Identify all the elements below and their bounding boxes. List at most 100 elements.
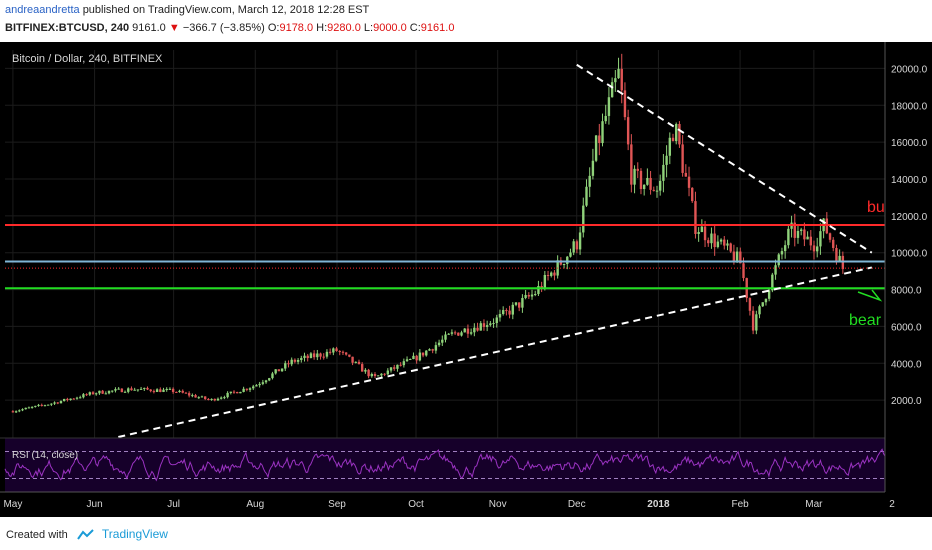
candle-body bbox=[470, 332, 472, 333]
candle-body bbox=[217, 399, 219, 401]
candle-body bbox=[502, 310, 504, 314]
candle-body bbox=[544, 275, 546, 288]
candle-body bbox=[207, 399, 209, 400]
candle-body bbox=[582, 206, 584, 233]
candle-body bbox=[550, 273, 552, 276]
tradingview-logo-icon bbox=[77, 529, 95, 541]
candle-body bbox=[85, 394, 87, 395]
candle-body bbox=[653, 190, 655, 191]
candle-body bbox=[185, 393, 187, 394]
candle-body bbox=[656, 191, 658, 192]
candle-body bbox=[630, 144, 632, 184]
candle-body bbox=[223, 397, 225, 398]
candle-body bbox=[335, 348, 337, 351]
candle-body bbox=[233, 392, 235, 393]
candle-body bbox=[133, 390, 135, 391]
candle-body bbox=[457, 333, 459, 336]
candle-body bbox=[464, 329, 466, 333]
x-tick-label: Dec bbox=[568, 499, 586, 510]
candle-body bbox=[669, 138, 671, 156]
candle-body bbox=[608, 97, 610, 116]
candle-body bbox=[435, 345, 437, 351]
candle-body bbox=[342, 352, 344, 353]
candle-body bbox=[528, 295, 530, 296]
candle-body bbox=[662, 165, 664, 181]
candle-body bbox=[18, 410, 20, 411]
candle-body bbox=[307, 356, 309, 358]
bull-annotation: bu bbox=[867, 199, 885, 216]
candle-body bbox=[255, 385, 257, 386]
x-tick-label: Aug bbox=[246, 499, 264, 510]
y-tick-label: 2000.0 bbox=[891, 396, 922, 407]
x-tick-label: Mar bbox=[805, 499, 823, 510]
candle-body bbox=[713, 234, 715, 248]
candle-body bbox=[717, 242, 719, 247]
candle-body bbox=[15, 411, 17, 412]
candle-body bbox=[643, 185, 645, 189]
chart-area[interactable]: 11501.69526.59161.08071.002:31:46 bubear… bbox=[0, 42, 932, 517]
candle-body bbox=[60, 401, 62, 403]
candle-body bbox=[339, 351, 341, 352]
bear-annotation: bear bbox=[849, 312, 882, 329]
candle-body bbox=[733, 252, 735, 262]
x-tick-label: 2018 bbox=[647, 499, 670, 510]
candle-body bbox=[108, 391, 110, 394]
candle-body bbox=[143, 388, 145, 389]
candle-body bbox=[665, 156, 667, 165]
candle-body bbox=[710, 234, 712, 244]
candle-body bbox=[361, 364, 363, 372]
symbol-line: BITFINEX:BTCUSD, 240 9161.0 ▼ −366.7 (−3… bbox=[5, 22, 454, 34]
candle-body bbox=[441, 340, 443, 343]
candle-body bbox=[63, 399, 65, 401]
candle-body bbox=[393, 367, 395, 368]
candle-body bbox=[691, 188, 693, 201]
candle-body bbox=[688, 177, 690, 188]
candle-body bbox=[396, 365, 398, 369]
price-change: −366.7 (−3.85%) bbox=[183, 22, 265, 34]
candle-body bbox=[563, 264, 565, 265]
candle-body bbox=[294, 360, 296, 362]
candle-body bbox=[633, 169, 635, 185]
candle-body bbox=[572, 241, 574, 252]
candle-body bbox=[166, 389, 168, 390]
l-label: L: bbox=[364, 22, 373, 34]
publish-line: andreaandretta published on TradingView.… bbox=[5, 4, 369, 16]
candle-body bbox=[44, 405, 46, 406]
candle-body bbox=[431, 349, 433, 350]
candle-body bbox=[303, 356, 305, 358]
tradingview-link[interactable]: TradingView bbox=[102, 527, 168, 541]
candle-body bbox=[448, 334, 450, 335]
candle-body bbox=[588, 176, 590, 187]
candle-body bbox=[762, 302, 764, 306]
candle-body bbox=[681, 144, 683, 173]
candle-body bbox=[726, 243, 728, 245]
candle-body bbox=[729, 243, 731, 251]
candle-body bbox=[806, 237, 808, 240]
candle-body bbox=[816, 246, 818, 251]
l-value: 9000.0 bbox=[373, 22, 407, 34]
candle-body bbox=[553, 273, 555, 276]
x-tick-label: May bbox=[3, 499, 22, 510]
o-label: O: bbox=[268, 22, 280, 34]
candle-body bbox=[797, 231, 799, 238]
rsi-panel: 40.0000 bbox=[0, 438, 928, 492]
candle-body bbox=[720, 240, 722, 242]
candle-body bbox=[704, 227, 706, 241]
candle-body bbox=[287, 363, 289, 364]
candle-body bbox=[271, 373, 273, 378]
candle-body bbox=[778, 254, 780, 265]
candle-body bbox=[742, 263, 744, 278]
candle-body bbox=[387, 371, 389, 375]
price-axis bbox=[885, 42, 932, 517]
candle-body bbox=[473, 328, 475, 333]
candle-body bbox=[531, 295, 533, 297]
candle-body bbox=[835, 248, 837, 261]
candle-body bbox=[480, 323, 482, 330]
candle-body bbox=[214, 399, 216, 400]
candle-body bbox=[422, 353, 424, 356]
x-tick-label: Nov bbox=[489, 499, 507, 510]
candle-body bbox=[92, 392, 94, 394]
candle-body bbox=[428, 349, 430, 350]
candle-body bbox=[82, 394, 84, 397]
author-link[interactable]: andreaandretta bbox=[5, 4, 80, 16]
